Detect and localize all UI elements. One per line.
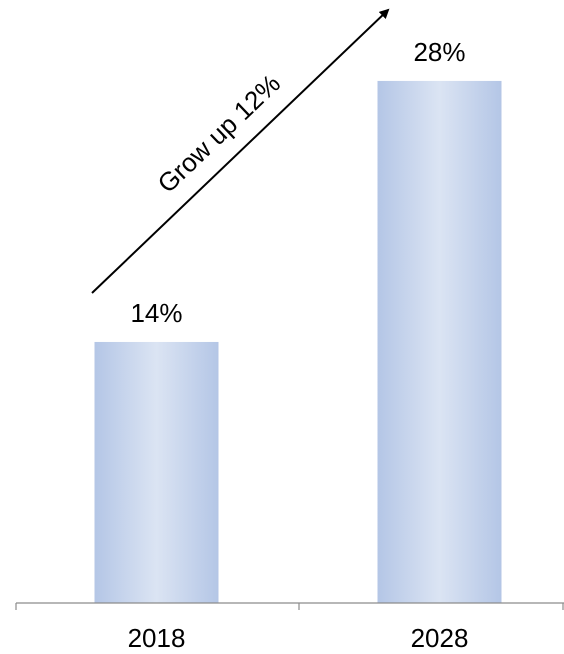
- bars-group: [94, 80, 502, 603]
- x-tick-label-2018: 2018: [128, 623, 186, 653]
- value-label-2028: 28%: [413, 37, 465, 67]
- value-label-2018: 14%: [130, 298, 182, 328]
- x-tick-label-2028: 2028: [411, 623, 469, 653]
- growth-annotation: Grow up 12%: [91, 8, 390, 294]
- x-axis: [15, 602, 564, 610]
- growth-arrow: [91, 8, 390, 294]
- bar-2028: [377, 80, 502, 603]
- bar-2018: [94, 341, 219, 603]
- x-tick-labels-group: 2018 2028: [128, 623, 469, 653]
- value-labels-group: 14% 28%: [130, 37, 465, 328]
- growth-annotation-text: Grow up 12%: [151, 68, 286, 199]
